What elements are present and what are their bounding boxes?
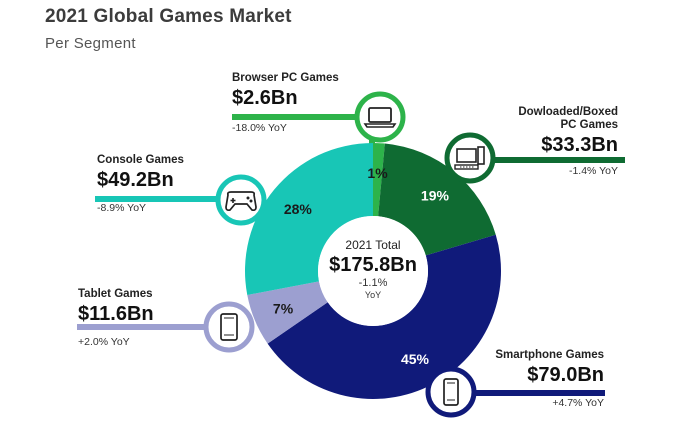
segment-name-line1: Dowloaded/Boxed	[518, 106, 618, 118]
segment-name: Browser PC Games	[232, 72, 339, 84]
slice-percent-label: 19%	[421, 188, 450, 204]
segment-value: $2.6Bn	[232, 87, 298, 109]
center-total-title: 2021 Total	[345, 238, 401, 252]
donut-slice-smartphone-games	[267, 234, 502, 400]
segment-yoy: -1.4% YoY	[568, 165, 618, 177]
donut-slice-browser-pc-games	[373, 143, 385, 217]
segment-name: Smartphone Games	[495, 349, 604, 361]
gamepad-icon	[215, 174, 267, 226]
chart-title: 2021 Global Games Market	[45, 6, 292, 27]
label-tablet-games: Tablet Games $11.6Bn +2.0% YoY	[78, 288, 154, 349]
slice-percent-label: 45%	[401, 351, 430, 367]
desktop-computer-icon	[444, 132, 496, 184]
donut-slice-dowloaded-boxed-pc-games	[378, 143, 496, 256]
slice-percent-label: 7%	[273, 301, 294, 317]
label-smartphone-games: Smartphone Games $79.0Bn +4.7% YoY	[495, 349, 604, 410]
laptop-icon	[354, 91, 406, 143]
segment-value: $79.0Bn	[527, 364, 604, 386]
center-total-change: -1.1%	[358, 277, 388, 289]
center-total-label: 2021 Total $175.8Bn -1.1% YoY	[318, 238, 428, 301]
center-total-unit: YoY	[364, 290, 382, 300]
donut-slice-console-games	[245, 143, 373, 296]
slice-percent-labels: 1% 19% 45% 7% 28%	[273, 165, 450, 367]
segment-name-line2: PC Games	[560, 119, 618, 131]
slice-percent-label: 28%	[284, 201, 313, 217]
segment-name: Console Games	[97, 154, 184, 166]
segment-name: Tablet Games	[78, 288, 153, 300]
chart-subtitle: Per Segment	[45, 35, 136, 52]
segment-value: $49.2Bn	[97, 169, 174, 191]
label-console-games: Console Games $49.2Bn -8.9% YoY	[97, 154, 184, 215]
donut-slice-tablet-games	[247, 281, 328, 344]
donut-center	[318, 216, 428, 326]
smartphone-icon	[425, 366, 477, 418]
slice-percent-label: 1%	[367, 165, 388, 181]
segment-yoy: +2.0% YoY	[78, 336, 130, 348]
segment-value: $11.6Bn	[78, 303, 154, 325]
label-browser-pc-games: Browser PC Games $2.6Bn -18.0% YoY	[232, 72, 339, 135]
label-downloaded-pc-games: Dowloaded/Boxed PC Games $33.3Bn -1.4% Y…	[518, 106, 618, 178]
donut-slices	[245, 143, 502, 400]
tablet-icon	[203, 301, 255, 353]
center-total-value: $175.8Bn	[329, 254, 417, 276]
segment-yoy: -18.0% YoY	[232, 122, 287, 134]
segment-value: $33.3Bn	[541, 134, 618, 156]
segment-yoy: +4.7% YoY	[552, 397, 604, 409]
segment-yoy: -8.9% YoY	[97, 202, 147, 214]
